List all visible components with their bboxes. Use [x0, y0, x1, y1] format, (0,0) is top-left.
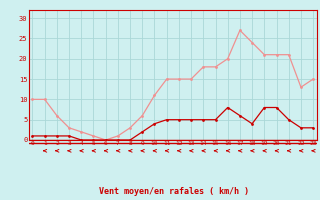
- Text: Vent moyen/en rafales ( km/h ): Vent moyen/en rafales ( km/h ): [100, 187, 249, 196]
